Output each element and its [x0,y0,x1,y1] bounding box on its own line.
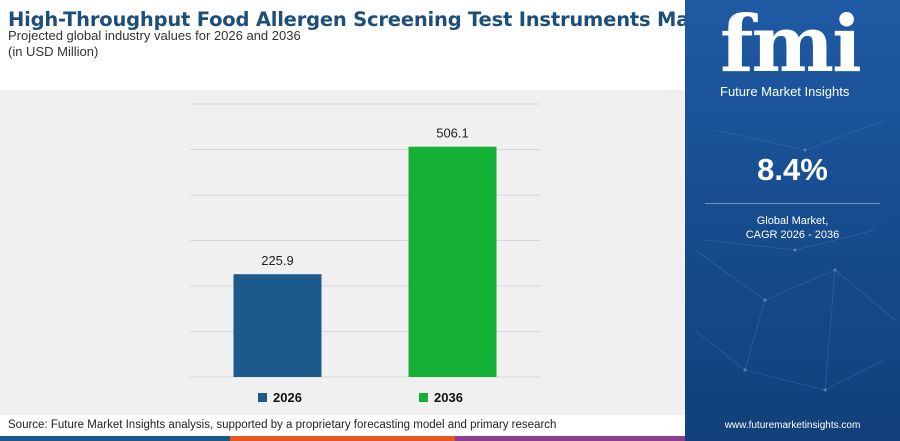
data-label-2026: 225.9 [261,253,294,268]
fmi-logo: fmi [720,0,862,90]
website-link[interactable]: www.futuremarketinsights.com [724,420,861,431]
data-label-2036: 506.1 [436,126,469,141]
cagr-label-line2: CAGR 2026 - 2036 [745,229,840,241]
chart-area: 225.9 506.1 [0,90,685,415]
header: High-Throughput Food Allergen Screening … [0,0,733,90]
network-pattern [694,119,896,392]
stripe-segment [0,436,230,441]
legend-item-2036: 2036 [419,390,463,405]
legend-swatch [258,393,267,402]
stripe-segment [455,436,685,441]
legend-swatch [419,393,428,402]
bar-chart: 225.9 506.1 [190,103,540,378]
stripe-segment [230,436,455,441]
page-title: High-Throughput Food Allergen Screening … [8,8,733,31]
legend-label: 2036 [434,390,463,405]
bottom-stripe [0,436,685,441]
legend-label: 2026 [273,390,302,405]
chart-subtitle: Projected global industry values for 202… [8,28,301,43]
source-note: Source: Future Market Insights analysis,… [8,419,557,431]
logo-subtitle: Future Market Insights [720,84,850,99]
unit-label: (in USD Million) [8,44,99,59]
bar-2036 [408,146,497,377]
cagr-label: Global Market, CAGR 2026 - 2036 [685,214,900,242]
bar-2026 [233,274,322,377]
cagr-value: 8.4% [757,152,828,187]
legend-item-2026: 2026 [258,390,302,405]
cagr-label-line1: Global Market, [756,215,829,227]
divider [705,203,880,204]
sidebar: fmi Future Market Insights 8.4% Global M… [685,0,900,441]
